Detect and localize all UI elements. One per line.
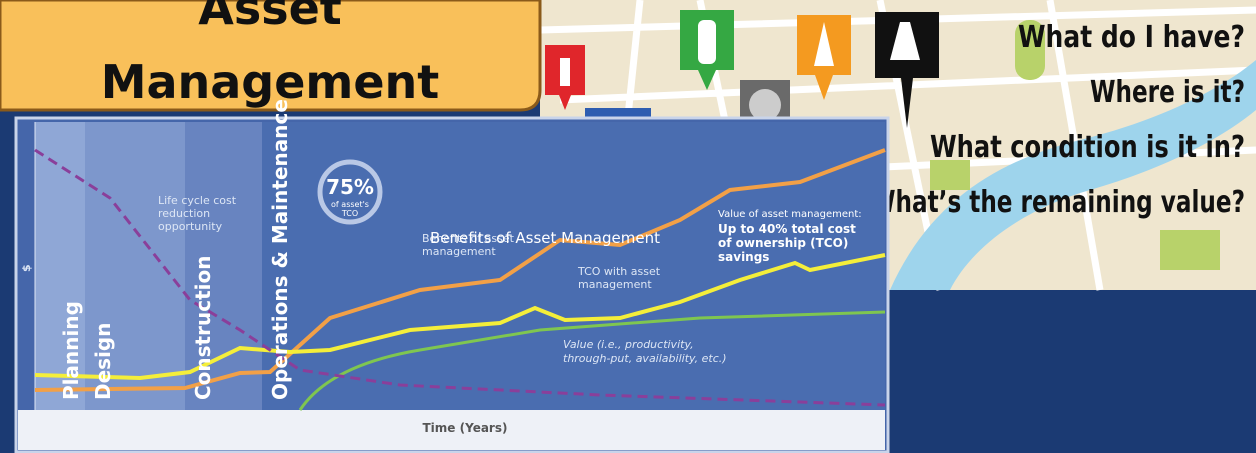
annotation: reduction bbox=[158, 207, 210, 220]
stage: Planning bbox=[59, 301, 83, 400]
stage: Operations & Maintenance bbox=[268, 99, 292, 400]
callout: of ownership (TCO) bbox=[718, 236, 848, 250]
title: Management bbox=[101, 55, 440, 109]
y-axis-label: $ bbox=[20, 264, 33, 272]
x-axis-label: Time (Years) bbox=[423, 421, 508, 435]
annotation: through-put, availability, etc.) bbox=[563, 352, 727, 365]
annotation: opportunity bbox=[158, 220, 223, 233]
title: Asset bbox=[198, 0, 342, 35]
question: Where is it? bbox=[1090, 75, 1245, 110]
diagram bbox=[14, 116, 890, 453]
question: What’s the remaining value? bbox=[870, 185, 1245, 220]
title-box bbox=[0, 0, 542, 112]
annotation: management bbox=[578, 278, 652, 291]
annotation: management bbox=[422, 245, 496, 258]
badge-value: 75% bbox=[326, 175, 374, 199]
map bbox=[539, 0, 1256, 291]
question: What do I have? bbox=[1018, 20, 1245, 55]
question: What condition is it in? bbox=[930, 130, 1245, 165]
annotation: Life cycle cost bbox=[158, 194, 237, 207]
badge-caption: of asset's bbox=[331, 200, 369, 209]
stage: Construction bbox=[191, 256, 215, 400]
badge-caption: TCO bbox=[341, 209, 358, 218]
overlay-text: Benefits of Asset Management bbox=[430, 229, 660, 247]
stage: Design bbox=[91, 323, 115, 400]
callout: Up to 40% total cost bbox=[718, 222, 856, 236]
annotation: Benefits of asset bbox=[422, 232, 515, 245]
annotation: Value (i.e., productivity, bbox=[563, 338, 694, 351]
annotation: TCO with asset bbox=[577, 265, 661, 278]
callout: Value of asset management: bbox=[718, 209, 862, 220]
callout: savings bbox=[718, 250, 769, 264]
